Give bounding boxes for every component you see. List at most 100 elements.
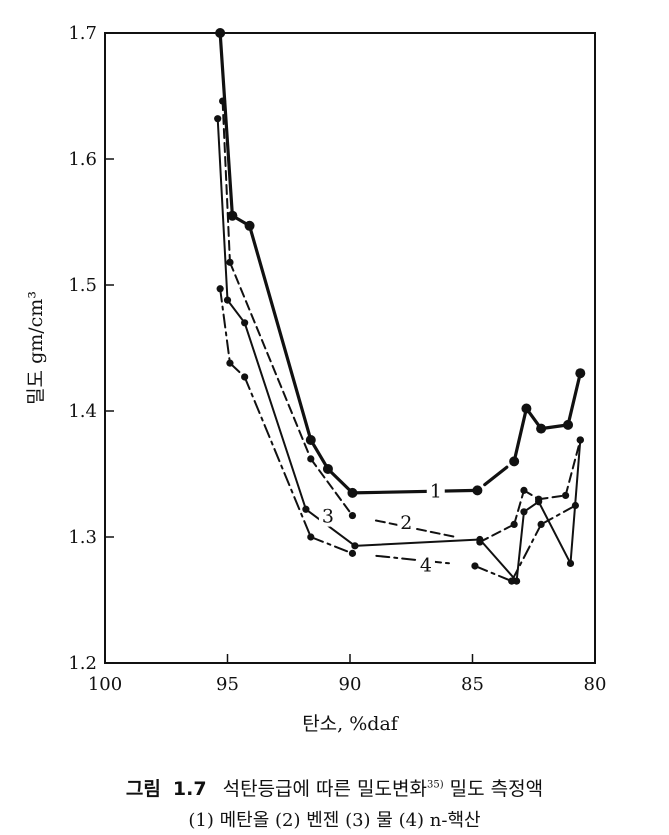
series-1-point xyxy=(472,485,483,496)
series-annotation: 3 xyxy=(322,506,334,528)
series-3-segment xyxy=(226,299,246,324)
series-1-point xyxy=(347,487,358,498)
series-4-segment xyxy=(309,536,354,555)
series-1-segment xyxy=(512,406,529,463)
series-3-point xyxy=(566,559,575,568)
series-2-segment xyxy=(309,457,354,517)
series-3-point xyxy=(576,436,584,444)
series-1-point xyxy=(536,423,547,434)
series-1-segment xyxy=(350,488,479,495)
series-4-point xyxy=(307,533,315,541)
series-4-segment xyxy=(510,523,543,583)
series-4-point xyxy=(471,562,479,570)
series-3-point xyxy=(351,542,359,550)
series-4-point xyxy=(241,373,249,381)
density-chart: 100 95 90 85 80 1.2 1.3 1.4 1.5 1.6 1.7 12 3 4 탄소, %… xyxy=(25,23,606,735)
series-3-point xyxy=(520,508,528,516)
x-tick-label: 95 xyxy=(216,674,239,695)
figure-caption-line1: 그림 1.7 석탄등급에 따른 밀도변화35) 밀도 측정액 xyxy=(0,774,669,801)
series-3-segment xyxy=(537,500,572,565)
series-1-point xyxy=(215,28,226,38)
series-4-segment xyxy=(473,564,513,583)
series-1-point xyxy=(575,368,586,379)
series-1-point xyxy=(227,210,238,221)
series-4-segment xyxy=(375,554,453,565)
series-2-segment xyxy=(374,519,458,539)
series-4-point xyxy=(226,359,234,367)
series-4-segment xyxy=(243,375,312,538)
caption-text: 석탄등급에 따른 밀도변화 xyxy=(222,778,427,800)
series-4-point xyxy=(216,285,224,293)
data-series xyxy=(214,28,586,585)
series-3-segment xyxy=(243,321,307,511)
series-2-segment xyxy=(221,100,231,264)
series-1-segment xyxy=(483,465,509,487)
series-1-segment xyxy=(247,224,313,442)
series-4-point xyxy=(571,501,580,510)
series-3-segment xyxy=(353,538,481,547)
x-axis-label: 탄소, %daf xyxy=(302,713,400,735)
axis-ticks: 100 95 90 85 80 1.2 1.3 1.4 1.5 1.6 1.7 xyxy=(68,23,606,695)
series-1-segment xyxy=(218,31,234,218)
series-2-segment xyxy=(564,438,582,497)
series-2-point xyxy=(562,491,570,500)
series-1-point xyxy=(322,463,333,474)
y-tick-label: 1.6 xyxy=(68,149,97,170)
series-3-segment xyxy=(216,117,229,302)
series-annotation: 2 xyxy=(400,512,412,534)
series-3-point xyxy=(476,535,484,544)
series-4-segment xyxy=(219,287,231,365)
annotation-backdrop xyxy=(318,502,337,527)
y-tick-label: 1.4 xyxy=(68,401,97,422)
x-tick-label: 85 xyxy=(461,674,484,695)
series-annotation: 4 xyxy=(420,555,432,577)
y-tick-label: 1.3 xyxy=(68,527,97,548)
series-1-point xyxy=(244,220,255,231)
x-tick-label: 100 xyxy=(88,674,122,695)
x-tick-label: 90 xyxy=(339,674,362,695)
series-2-segment xyxy=(478,523,516,544)
series-3-segment xyxy=(304,508,356,547)
y-tick-label: 1.5 xyxy=(68,275,97,296)
figure-caption-line2: (1) 메탄올 (2) 벤젠 (3) 물 (4) n-핵산 xyxy=(188,810,481,831)
series-4-point xyxy=(508,577,516,585)
series-3-point xyxy=(302,505,310,513)
series-2-segment xyxy=(537,494,567,501)
x-tick-label: 80 xyxy=(584,674,607,695)
series-4-point xyxy=(537,520,545,529)
series-3-point xyxy=(223,296,232,304)
annotation-backdrop xyxy=(416,551,435,576)
series-2-point xyxy=(520,486,528,494)
series-3-point xyxy=(214,115,222,123)
series-3-point xyxy=(241,319,249,327)
series-1-segment xyxy=(326,467,355,495)
series-4-segment xyxy=(540,504,577,526)
series-2-point xyxy=(348,511,357,520)
series-1-point xyxy=(305,434,316,445)
annotation-backdrop xyxy=(397,508,416,533)
caption-label: 그림 xyxy=(125,778,161,800)
series-3-point xyxy=(535,498,543,506)
series-2-point xyxy=(307,455,315,463)
series-1-segment xyxy=(566,371,582,427)
y-tick-label: 1.2 xyxy=(68,653,97,674)
series-1-segment xyxy=(309,438,330,471)
y-axis-label: 밀도 gm/cm³ xyxy=(25,291,47,405)
series-2-point xyxy=(226,258,234,266)
series-2-point xyxy=(510,520,518,529)
series-3-segment xyxy=(569,438,582,565)
series-1-point xyxy=(521,403,532,414)
series-2-segment xyxy=(228,261,312,460)
series-4-point xyxy=(348,549,357,557)
caption-reference: 35) xyxy=(426,779,444,791)
caption-text-after: 밀도 측정액 xyxy=(443,778,544,800)
series-annotations: 12 3 4 xyxy=(318,477,445,577)
series-annotation: 1 xyxy=(430,480,442,502)
series-3-segment xyxy=(478,538,518,583)
plot-frame xyxy=(104,32,596,664)
series-2-point xyxy=(219,97,227,105)
series-1-point xyxy=(563,419,574,430)
series-1-point xyxy=(509,456,520,467)
annotation-backdrop xyxy=(426,477,445,502)
caption-figure-number: 1.7 xyxy=(172,778,207,800)
